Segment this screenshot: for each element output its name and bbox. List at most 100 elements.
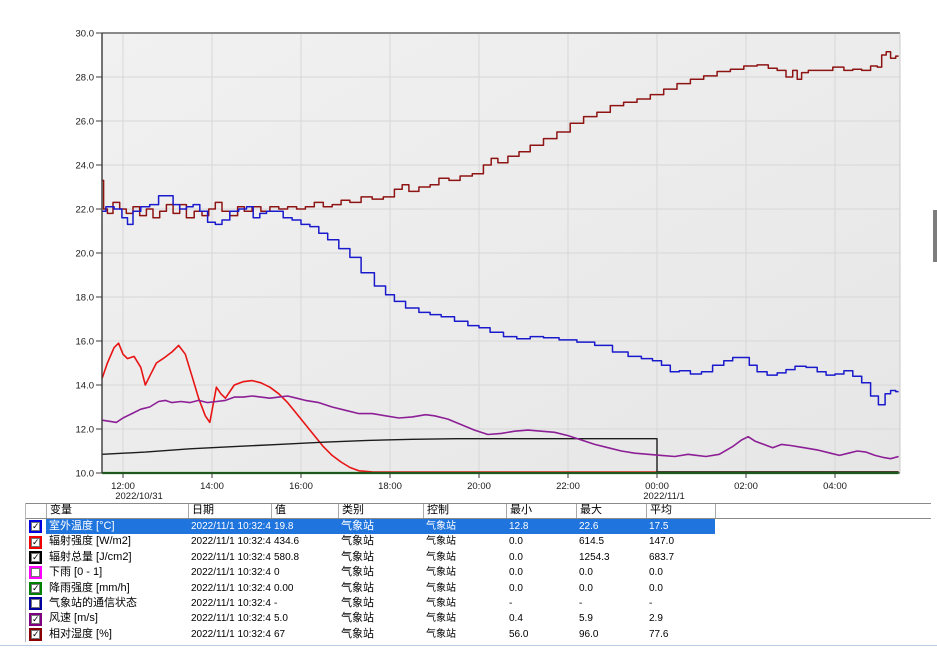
table-row[interactable]: 下雨 [0 - 1] 2022/11/1 10:32:43 0 气象站 气象站 0.0 0.… <box>26 565 931 581</box>
cell-control[interactable]: 气象站 <box>426 582 456 594</box>
cell-min[interactable]: 0.0 <box>509 567 523 579</box>
cell-control[interactable]: 气象站 <box>426 536 456 548</box>
cell-category[interactable]: 气象站 <box>341 596 374 609</box>
cell-avg[interactable]: - <box>649 597 653 609</box>
column-header-1[interactable]: 日期 <box>188 504 271 518</box>
column-header-3[interactable]: 类别 <box>338 504 423 518</box>
x-tick-label: 14:00 <box>200 481 224 492</box>
cell-variable[interactable]: 辐射总量 [J/cm2] <box>49 550 132 563</box>
cell-max[interactable]: 5.9 <box>579 613 593 625</box>
cell-value[interactable]: 5.0 <box>274 613 288 625</box>
table-row[interactable]: ✓ 相对湿度 [%] 2022/11/1 10:32:43 67 气象站 气象站 56.0 9… <box>26 626 931 643</box>
cell-value[interactable]: 0.00 <box>274 582 294 594</box>
cell-variable[interactable]: 辐射强度 [W/m2] <box>49 535 131 548</box>
cell-variable[interactable]: 风速 [m/s] <box>49 612 98 625</box>
cell-control[interactable]: 气象站 <box>426 597 456 609</box>
table-row[interactable]: ✓ 室外温度 [°C] 2022/11/1 10:32:43 19.8 气象站 气象站 12… <box>26 519 931 535</box>
y-tick-label: 26.0 <box>76 117 95 128</box>
cell-category[interactable]: 气象站 <box>341 612 374 625</box>
cell-min[interactable]: 0.0 <box>509 536 523 548</box>
series-color-checkbox[interactable]: ✓ <box>29 627 42 641</box>
row-filler <box>715 611 931 626</box>
column-header-2[interactable]: 值 <box>271 504 338 518</box>
cell-variable[interactable]: 降雨强度 [mm/h] <box>49 581 130 594</box>
row-color-checkbox-cell: ✓ <box>26 534 46 549</box>
table-row[interactable]: ✓ 风速 [m/s] 2022/11/1 10:32:43 5.0 气象站 气象站 0.4 5… <box>26 611 931 627</box>
cell-avg[interactable]: 683.7 <box>649 551 675 563</box>
cell-min[interactable]: 0.0 <box>509 582 523 594</box>
cell-category[interactable]: 气象站 <box>338 519 423 535</box>
cell-control[interactable]: 气象站 <box>423 519 506 535</box>
series-color-checkbox[interactable] <box>29 597 42 611</box>
column-header-0[interactable]: 变量 <box>46 504 188 518</box>
cell-value[interactable]: - <box>274 597 278 609</box>
table-row[interactable]: 气象站的通信状态 2022/11/1 10:32:43- 气象站 气象站 - - - <box>26 595 931 612</box>
cell-category[interactable]: 气象站 <box>341 566 374 579</box>
cell-date[interactable]: 2022/11/1 10:32:43 <box>191 628 271 640</box>
cell-max[interactable]: 0.0 <box>579 582 593 594</box>
cell-category[interactable]: 气象站 <box>341 627 374 640</box>
row-filler <box>715 596 931 611</box>
cell-value[interactable]: 67 <box>274 628 286 640</box>
cell-date[interactable]: 2022/11/1 10:32:43 <box>191 551 271 563</box>
series-color-checkbox[interactable]: ✓ <box>29 581 42 595</box>
checkbox-checked-icon: ✓ <box>31 628 40 639</box>
cell-max[interactable]: 22.6 <box>576 519 646 535</box>
cell-max[interactable]: 1254.3 <box>579 551 610 563</box>
series-color-checkbox[interactable]: ✓ <box>29 612 42 626</box>
cell-value[interactable]: 434.6 <box>274 536 300 548</box>
cell-control[interactable]: 气象站 <box>426 628 456 640</box>
table-row[interactable]: ✓ 辐射总量 [J/cm2] 2022/11/1 10:32:43 580.8 气象站 气… <box>26 549 931 566</box>
cell-value[interactable]: 580.8 <box>274 551 300 563</box>
column-header-7[interactable]: 平均 <box>646 504 715 518</box>
cell-avg[interactable]: 77.6 <box>649 628 669 640</box>
trend-chart[interactable]: 30.0 28.0 26.0 24.0 22.0 20.0 18.0 16.0 14.0 12.0… <box>0 0 937 503</box>
cell-avg[interactable]: 17.5 <box>646 519 715 535</box>
cell-control[interactable]: 气象站 <box>426 551 456 563</box>
cell-max[interactable]: 0.0 <box>579 567 593 579</box>
cell-min[interactable]: 0.0 <box>509 551 523 563</box>
row-color-checkbox-cell <box>26 565 46 580</box>
cell-variable[interactable]: 室外温度 [°C] <box>46 519 188 535</box>
cell-avg[interactable]: 0.0 <box>649 582 663 594</box>
cell-value[interactable]: 0 <box>274 567 280 579</box>
cell-category[interactable]: 气象站 <box>341 581 374 594</box>
cell-min[interactable]: 0.4 <box>509 613 523 625</box>
cell-max[interactable]: - <box>579 597 583 609</box>
cell-date[interactable]: 2022/11/1 10:32:43 <box>188 519 271 535</box>
cell-date[interactable]: 2022/11/1 10:32:43 <box>191 536 271 548</box>
series-color-checkbox[interactable]: ✓ <box>29 550 42 564</box>
cell-date[interactable]: 2022/11/1 10:32:43 <box>191 582 271 594</box>
cell-date[interactable]: 2022/11/1 10:32:43 <box>191 567 271 579</box>
cell-date[interactable]: 2022/11/1 10:32:43 <box>191 613 271 625</box>
column-header-6[interactable]: 最大 <box>576 504 646 518</box>
cell-max[interactable]: 614.5 <box>579 536 605 548</box>
series-color-checkbox[interactable]: ✓ <box>29 535 42 549</box>
cell-control[interactable]: 气象站 <box>426 567 456 579</box>
cell-category[interactable]: 气象站 <box>341 550 374 563</box>
row-filler <box>715 534 931 549</box>
cell-avg[interactable]: 2.9 <box>649 613 663 625</box>
cell-date[interactable]: 2022/11/1 10:32:43 <box>191 597 271 609</box>
cell-variable[interactable]: 下雨 [0 - 1] <box>49 566 103 579</box>
cell-avg[interactable]: 0.0 <box>649 567 663 579</box>
cell-variable[interactable]: 相对湿度 [%] <box>49 627 112 640</box>
cell-min[interactable]: - <box>509 597 513 609</box>
cell-variable[interactable]: 气象站的通信状态 <box>49 596 137 609</box>
cell-avg[interactable]: 147.0 <box>649 536 675 548</box>
cell-control[interactable]: 气象站 <box>426 613 456 625</box>
series-color-checkbox[interactable] <box>29 566 42 580</box>
cell-max[interactable]: 96.0 <box>579 628 599 640</box>
cell-value[interactable]: 19.8 <box>271 519 338 535</box>
vertical-scrollbar-thumb[interactable] <box>933 210 937 262</box>
cell-min[interactable]: 12.8 <box>506 519 576 535</box>
cell-min[interactable]: 56.0 <box>509 628 529 640</box>
column-header-5[interactable]: 最小 <box>506 504 576 518</box>
table-row[interactable]: ✓ 辐射强度 [W/m2] 2022/11/1 10:32:43 434.6 气象站 气象… <box>26 534 931 550</box>
series-color-checkbox[interactable]: ✓ <box>29 520 42 534</box>
y-tick-label: 24.0 <box>76 161 95 172</box>
column-header-4[interactable]: 控制 <box>423 504 506 518</box>
y-tick-label: 28.0 <box>76 73 95 84</box>
cell-category[interactable]: 气象站 <box>341 535 374 548</box>
table-row[interactable]: ✓ 降雨强度 [mm/h] 2022/11/1 10:32:43 0.00 气象站 气象站… <box>26 580 931 596</box>
